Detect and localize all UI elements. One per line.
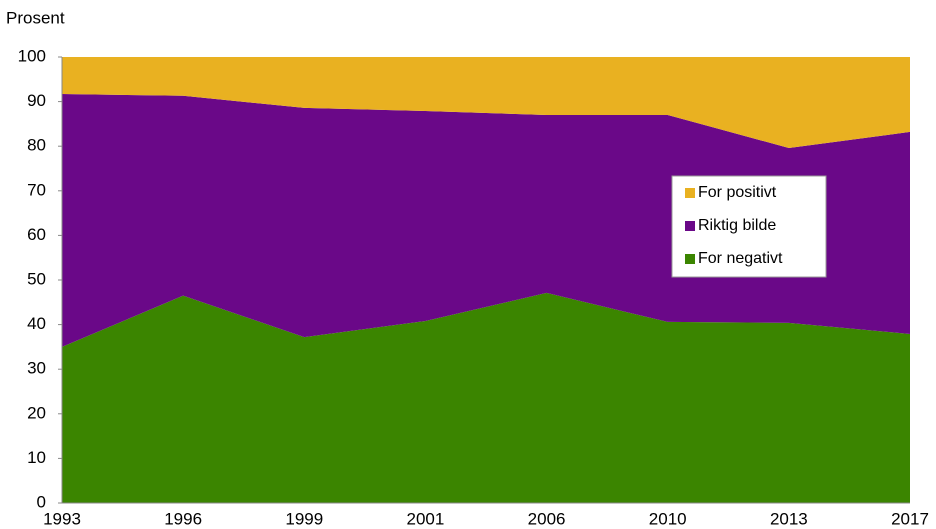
y-tick-label: 50 <box>27 269 46 288</box>
legend-swatch <box>685 254 695 264</box>
legend: For positivt Riktig bilde For negativt <box>671 175 827 278</box>
x-tick-label: 2010 <box>649 509 687 528</box>
legend-swatch <box>685 188 695 198</box>
y-tick-label: 90 <box>27 91 46 110</box>
x-tick-label: 2006 <box>528 509 566 528</box>
area <box>62 292 910 503</box>
legend-label: For positivt <box>698 184 777 201</box>
y-tick-label: 80 <box>27 136 46 155</box>
legend-box <box>671 175 827 278</box>
x-tick-label: 2001 <box>407 509 445 528</box>
legend-label: Riktig bilde <box>698 217 776 234</box>
x-tick-label: 1993 <box>43 509 81 528</box>
x-tick-label: 1996 <box>164 509 202 528</box>
y-tick-label: 30 <box>27 359 46 378</box>
legend-label: For negativt <box>698 250 783 267</box>
area <box>62 57 910 148</box>
y-tick-label: 0 <box>37 492 46 511</box>
x-tick-label: 1999 <box>285 509 323 528</box>
x-tick-label: 2013 <box>770 509 808 528</box>
y-tick-label: 60 <box>27 225 46 244</box>
legend-swatch <box>685 221 695 231</box>
y-tick-label: 100 <box>18 46 46 65</box>
y-tick-label: 70 <box>27 180 46 199</box>
y-tick-label: 40 <box>27 314 46 333</box>
area <box>62 94 910 347</box>
y-tick-label: 20 <box>27 403 46 422</box>
y-axis-label: Prosent <box>6 8 65 27</box>
x-tick-label: 2017 <box>891 509 929 528</box>
y-tick-label: 10 <box>27 448 46 467</box>
